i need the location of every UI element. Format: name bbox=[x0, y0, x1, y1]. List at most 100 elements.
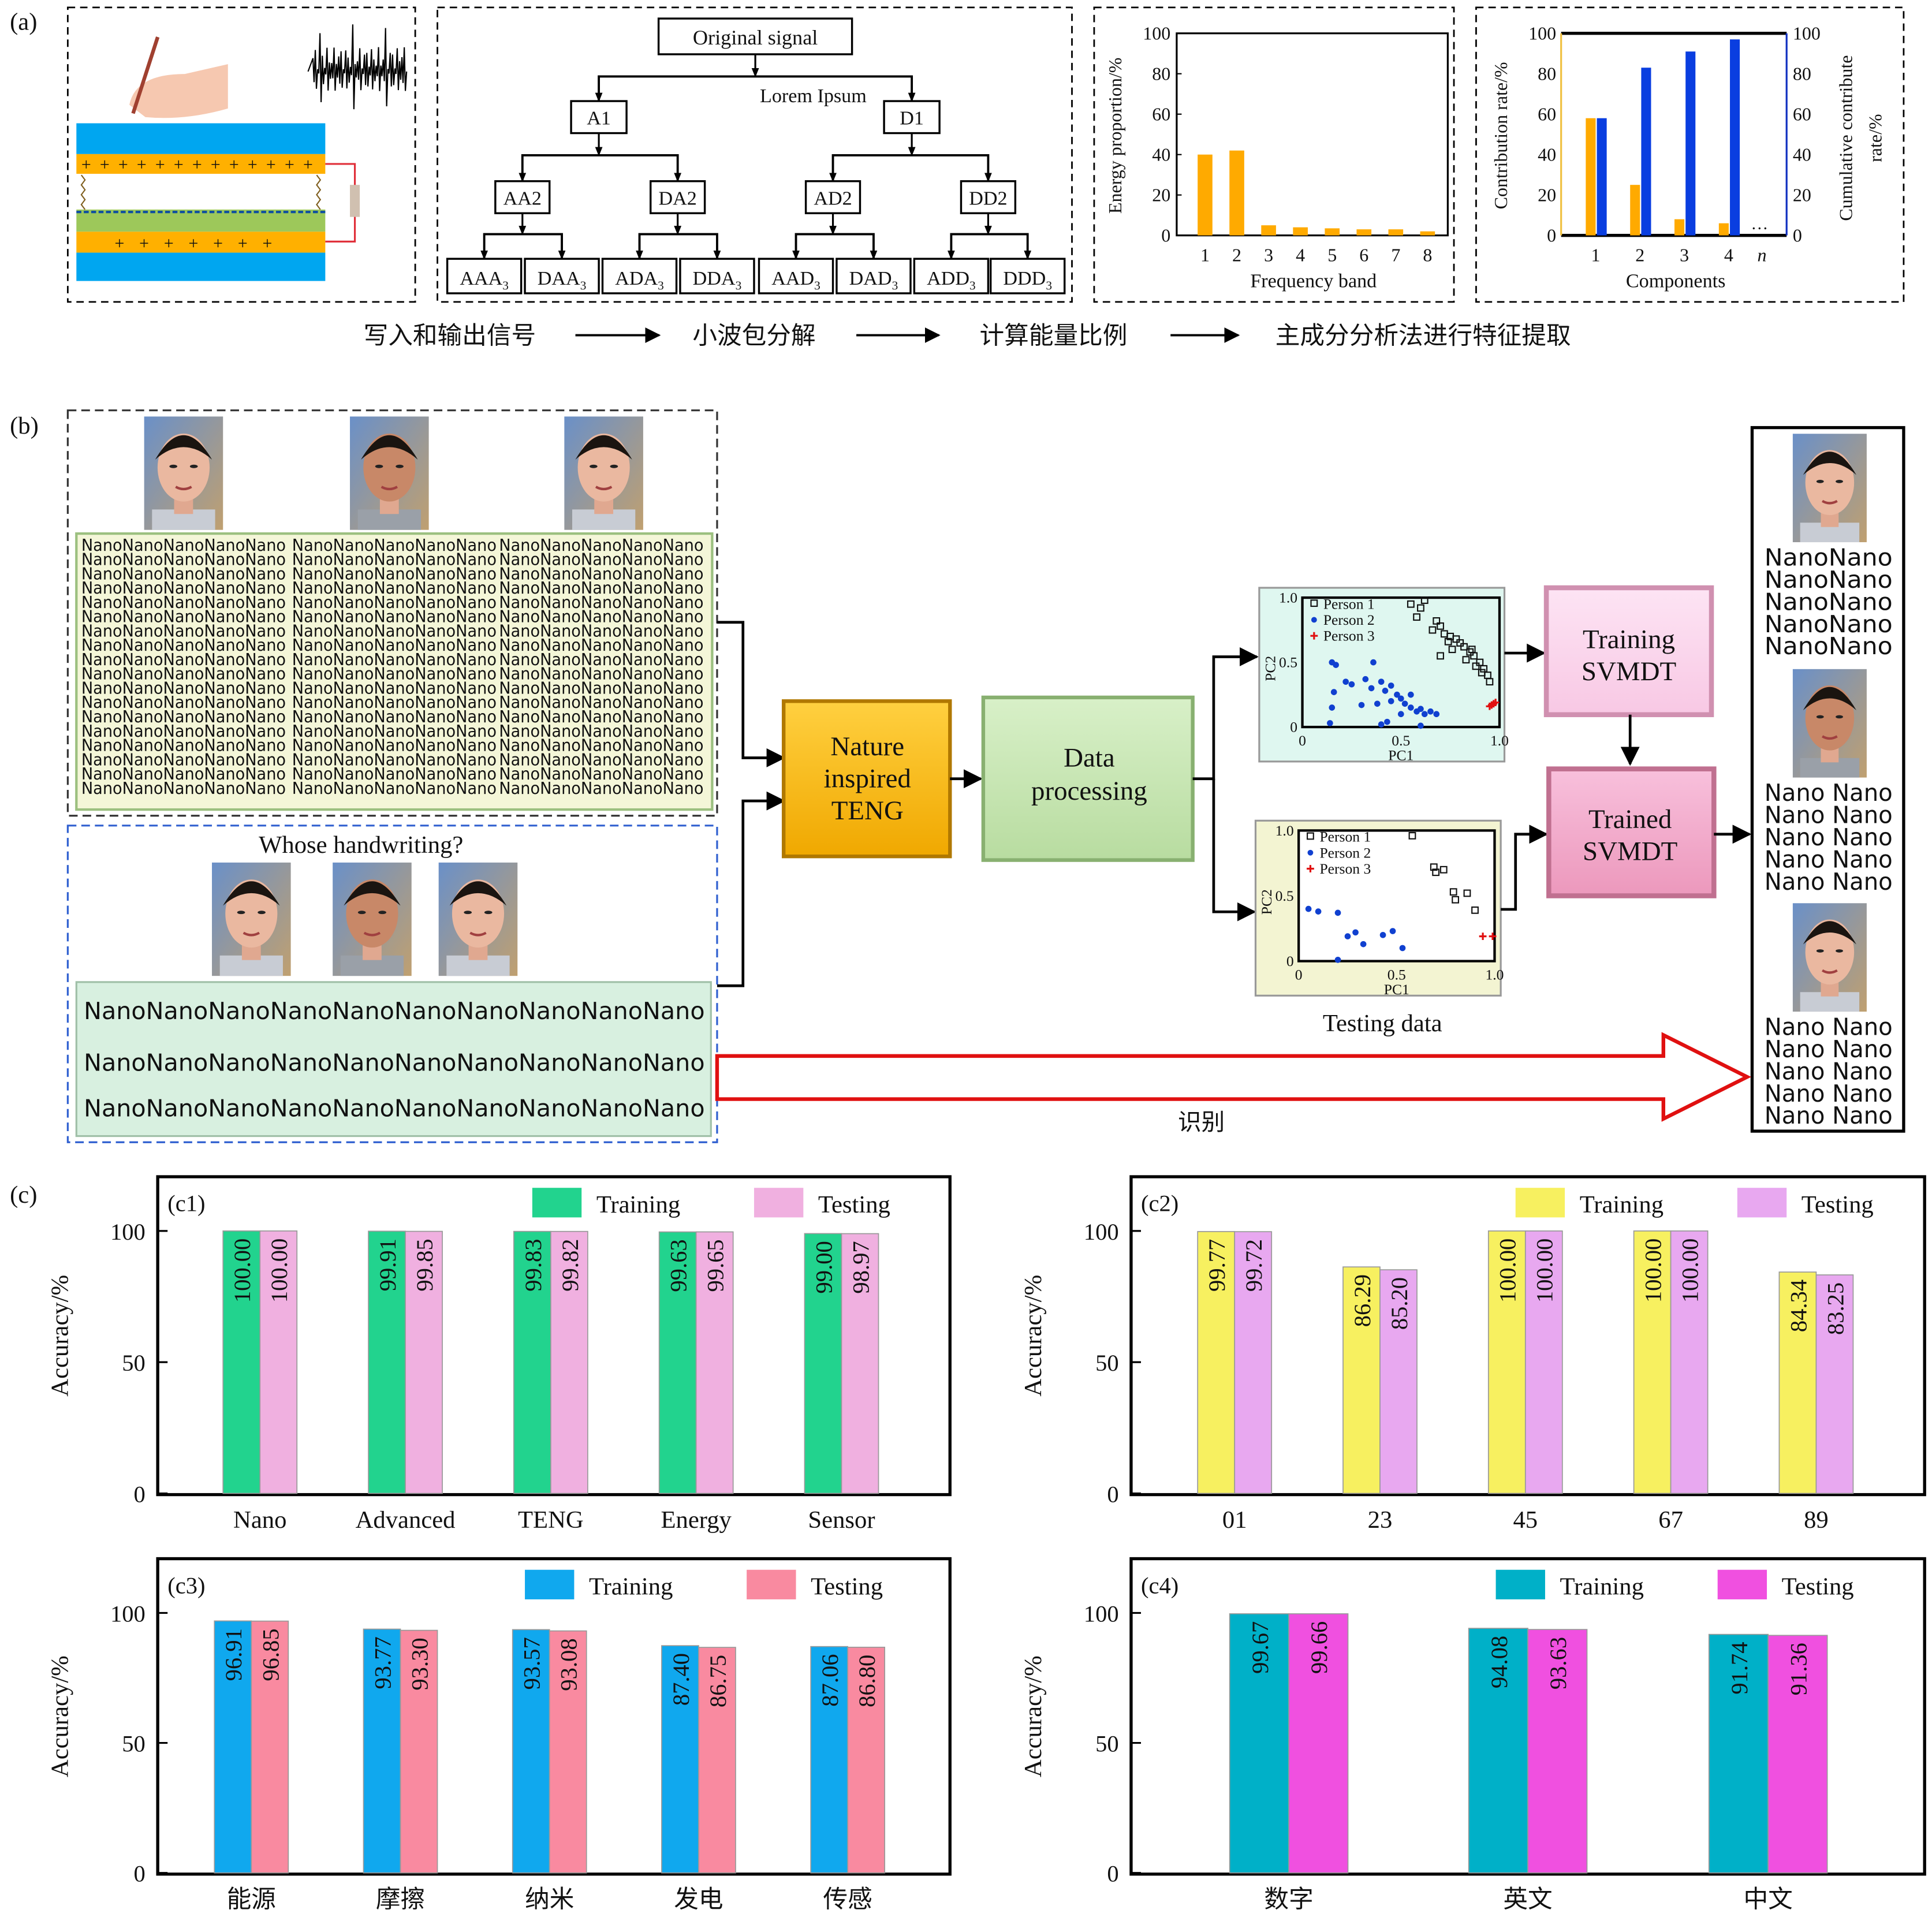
handwriting-row-purple: NanoNanoNanoNanoNano bbox=[499, 664, 703, 684]
y-tick-label: 1.0 bbox=[1279, 590, 1297, 606]
level2-label: DA2 bbox=[658, 188, 696, 209]
level2-label: AA2 bbox=[503, 188, 542, 209]
legend-label-training: Training bbox=[596, 1191, 680, 1218]
y-tick-label: 0.5 bbox=[1279, 654, 1297, 671]
recognized-handwriting-p1: NanoNano bbox=[1765, 544, 1893, 572]
handwriting-row-green: NanoNanoNanoNanoNano bbox=[81, 592, 286, 612]
x-tick-label: 5 bbox=[1327, 244, 1337, 265]
handwriting-row-orange: NanoNanoNanoNanoNano bbox=[292, 664, 497, 684]
point-person-2 bbox=[1327, 720, 1333, 726]
positive-charge-icon: + bbox=[192, 155, 202, 174]
legend-label: Person 2 bbox=[1323, 611, 1375, 628]
legend-label-testing: Testing bbox=[1802, 1191, 1874, 1218]
point-person-1 bbox=[1429, 626, 1437, 634]
x-tick-label: 4 bbox=[1296, 244, 1305, 265]
x-tick-label: 2 bbox=[1232, 244, 1241, 265]
bar-testing bbox=[698, 1647, 736, 1874]
flow-step-label: 计算能量比例 bbox=[980, 321, 1128, 350]
point-person-2 bbox=[1368, 685, 1375, 692]
bar-training bbox=[1468, 1628, 1528, 1874]
bar-contribution bbox=[1586, 118, 1596, 236]
recognized-handwriting-p1: NanoNano bbox=[1765, 566, 1893, 594]
handwriting-row-orange: NanoNanoNanoNanoNano bbox=[292, 692, 497, 712]
x-tick-label: 1.0 bbox=[1490, 732, 1509, 749]
y-axis-label: Energy proportion/% bbox=[1105, 58, 1125, 214]
bar bbox=[1229, 150, 1244, 236]
y-axis-label: PC2 bbox=[1258, 889, 1275, 915]
handwriting-row-orange: NanoNanoNanoNanoNano bbox=[292, 650, 497, 669]
positive-charge-icon: + bbox=[263, 234, 273, 253]
root-node-label: Original signal bbox=[693, 26, 818, 49]
y-tick-label: 80 bbox=[1152, 63, 1170, 84]
y-tick-label: 0 bbox=[134, 1481, 146, 1507]
bar bbox=[1388, 229, 1404, 236]
bar-value-label: 86.80 bbox=[854, 1655, 880, 1707]
x-axis-label: PC1 bbox=[1388, 747, 1413, 764]
point-person-1 bbox=[1462, 656, 1470, 664]
bar-testing bbox=[259, 1230, 298, 1494]
positive-charge-icon: + bbox=[266, 155, 276, 174]
legend-swatch-training bbox=[532, 1188, 582, 1218]
legend-label: Person 1 bbox=[1323, 595, 1375, 612]
handwriting-row-green: NanoNanoNanoNanoNano bbox=[81, 635, 286, 655]
x-tick-label: 0.5 bbox=[1388, 967, 1406, 983]
positive-charge-icon: + bbox=[238, 234, 248, 253]
y-tick-label: 1.0 bbox=[1275, 822, 1294, 839]
point-person-1 bbox=[1468, 646, 1476, 654]
level3-node bbox=[446, 258, 523, 294]
left-tick-label: 100 bbox=[1528, 23, 1556, 43]
recognized-handwriting-p1: NanoNano bbox=[1765, 632, 1893, 660]
bar-testing bbox=[1670, 1230, 1709, 1494]
point-person-2 bbox=[1418, 706, 1424, 713]
handwriting-row-orange: NanoNanoNanoNanoNano bbox=[292, 721, 497, 741]
data-processing-label: processing bbox=[1031, 776, 1147, 806]
handwriting-row-green: NanoNanoNanoNanoNano bbox=[81, 664, 286, 684]
device-layer bbox=[76, 232, 326, 253]
point-person-2 bbox=[1401, 700, 1408, 707]
positive-charge-icon: + bbox=[118, 155, 128, 174]
bar-training bbox=[1197, 1231, 1236, 1494]
legend-marker bbox=[1311, 617, 1317, 623]
bar-training bbox=[1342, 1266, 1381, 1494]
legend-swatch-training bbox=[525, 1569, 575, 1599]
point-person-2 bbox=[1315, 908, 1322, 915]
level3-label: DDD3 bbox=[1003, 268, 1052, 293]
trained-svmdt-box bbox=[1546, 766, 1717, 898]
y-tick-label: 50 bbox=[1095, 1350, 1119, 1376]
point-person-2 bbox=[1330, 689, 1337, 695]
handwriting-row-purple: NanoNanoNanoNanoNano bbox=[499, 635, 703, 655]
bar-value-label: 93.30 bbox=[406, 1637, 432, 1690]
bar-training bbox=[363, 1628, 401, 1874]
connector-line bbox=[1212, 778, 1256, 922]
point-person-2 bbox=[1370, 659, 1377, 666]
bar-value-label: 96.85 bbox=[258, 1628, 284, 1681]
left-tick-label: 80 bbox=[1538, 63, 1556, 84]
handwriting-row-orange: NanoNanoNanoNanoNano bbox=[292, 564, 497, 583]
handwriting-row-orange: NanoNanoNanoNanoNano bbox=[292, 578, 497, 598]
handwriting-row-green: NanoNanoNanoNanoNano bbox=[81, 650, 286, 669]
y-axis-label: Accuracy/% bbox=[46, 1655, 73, 1777]
y-tick-label: 0.5 bbox=[1275, 887, 1294, 904]
scatter-panel bbox=[1258, 587, 1506, 763]
x-tick-label: 1.0 bbox=[1485, 967, 1504, 983]
point-person-1 bbox=[1413, 613, 1420, 621]
bar-cumulative bbox=[1685, 51, 1696, 236]
panel-label-c: (c) bbox=[10, 1181, 37, 1208]
positive-charge-icon: + bbox=[100, 155, 110, 174]
positive-charge-icon: + bbox=[114, 234, 124, 253]
point-person-1 bbox=[1437, 652, 1444, 660]
recognized-handwriting-p2: Nano Nano bbox=[1765, 845, 1893, 873]
point-person-1 bbox=[1463, 889, 1471, 897]
y-tick-label: 100 bbox=[110, 1601, 146, 1627]
right-tick-label: 80 bbox=[1793, 63, 1811, 84]
legend-label-training: Training bbox=[1560, 1573, 1644, 1600]
handwriting-row-green: NanoNanoNanoNanoNano bbox=[81, 764, 286, 784]
positive-charge-icon: + bbox=[174, 155, 184, 174]
trained-svmdt-label: Trained bbox=[1588, 804, 1672, 834]
x-tick-label: 0 bbox=[1295, 967, 1303, 983]
teng-label: Nature bbox=[830, 732, 904, 762]
point-person-1 bbox=[1449, 888, 1457, 896]
connector-line bbox=[717, 621, 786, 767]
data-processing-box bbox=[981, 695, 1195, 862]
